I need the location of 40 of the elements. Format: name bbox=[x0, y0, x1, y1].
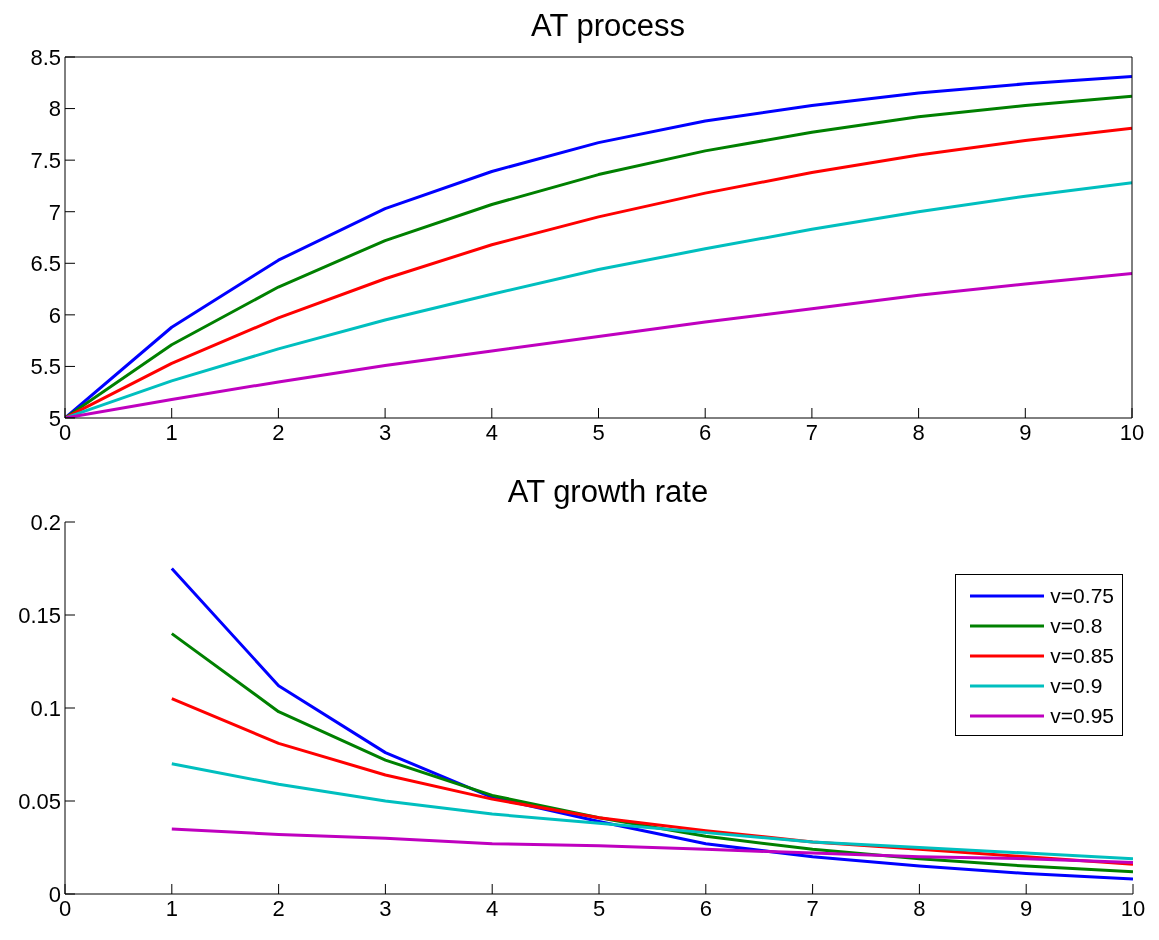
legend-label: v=0.8 bbox=[1050, 614, 1103, 638]
y-tick-label: 8 bbox=[48, 96, 61, 122]
x-tick-label: 10 bbox=[1119, 419, 1145, 445]
legend-label: v=0.75 bbox=[1050, 584, 1114, 608]
y-tick-label: 0.1 bbox=[30, 695, 61, 721]
y-tick-label: 7 bbox=[48, 199, 61, 225]
y-tick-label: 0.15 bbox=[18, 602, 61, 628]
x-tick-label: 1 bbox=[165, 895, 178, 921]
y-tick-label: 5.5 bbox=[30, 354, 61, 380]
x-tick-label: 7 bbox=[806, 895, 819, 921]
y-tick-label: 6.5 bbox=[30, 251, 61, 277]
line-series bbox=[170, 762, 1133, 861]
legend-label: v=0.9 bbox=[1050, 674, 1103, 698]
x-tick-label: 9 bbox=[1020, 895, 1033, 921]
x-tick-label: 3 bbox=[378, 419, 392, 445]
y-tick-label: 8.5 bbox=[30, 44, 61, 70]
y-tick-label: 6 bbox=[48, 302, 61, 328]
x-tick-label: 6 bbox=[699, 895, 712, 921]
legend-label: v=0.95 bbox=[1050, 704, 1114, 728]
x-tick-label: 8 bbox=[912, 419, 925, 445]
x-tick-label: 2 bbox=[272, 419, 285, 445]
x-tick-label: 6 bbox=[699, 419, 712, 445]
x-tick-label: 1 bbox=[165, 419, 178, 445]
x-tick-label: 9 bbox=[1019, 419, 1032, 445]
x-tick-label: 5 bbox=[592, 895, 606, 921]
x-tick-label: 5 bbox=[592, 419, 605, 445]
x-tick-label: 7 bbox=[805, 419, 819, 445]
x-tick-label: 8 bbox=[913, 895, 926, 921]
legend-label: v=0.85 bbox=[1050, 644, 1114, 668]
y-tick-label: 0.2 bbox=[30, 509, 61, 535]
x-tick-label: 4 bbox=[485, 419, 498, 445]
x-tick-label: 2 bbox=[272, 895, 285, 921]
x-tick-label: 3 bbox=[379, 895, 392, 921]
line-series bbox=[170, 827, 1133, 864]
chart-title: AT growth rate bbox=[506, 474, 710, 510]
y-tick-label: 0.05 bbox=[18, 788, 61, 814]
chart-title: AT process bbox=[530, 8, 686, 44]
x-tick-label: 10 bbox=[1120, 895, 1146, 921]
y-tick-label: 7.5 bbox=[30, 147, 61, 173]
x-tick-label: 4 bbox=[486, 895, 499, 921]
